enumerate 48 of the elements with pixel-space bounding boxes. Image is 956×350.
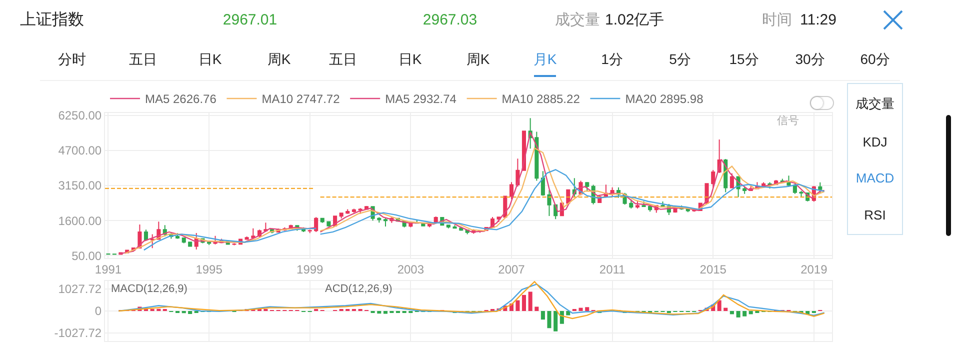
text: 日K [198, 51, 222, 69]
text: 1分 [601, 51, 623, 69]
x-tick-label: 1991 [94, 262, 122, 276]
y-tick-label: 4700.00 [58, 144, 102, 158]
text: 30分 [795, 51, 825, 69]
text: 上证指数 [20, 10, 84, 30]
text: 周K [466, 51, 490, 69]
text: 时间 [762, 10, 792, 30]
text: 五日 [329, 51, 357, 69]
x-tick-label: 1999 [296, 262, 324, 276]
annotation: 信号 [777, 115, 799, 127]
y-tick-label: 1600.00 [58, 214, 102, 228]
y-tick-label: 1027.72 [58, 282, 102, 296]
legend-label: MA5 2626.76 [145, 92, 217, 106]
legend-label: MA10 2747.72 [262, 92, 340, 106]
x-tick-label: 1995 [196, 262, 223, 276]
legend-label: MA10 2885.22 [502, 92, 580, 106]
y-tick-label: 6250.00 [58, 108, 102, 122]
text: 2967.01 [222, 12, 278, 28]
text: 2967.03 [422, 12, 478, 28]
y-tick-label: 0 [94, 304, 102, 318]
y-tick-label: 50.00 [72, 248, 102, 263]
legend-label: MA5 2932.74 [385, 92, 457, 106]
x-tick-label: 2019 [800, 262, 828, 276]
legend-label: MA20 2895.98 [625, 92, 704, 106]
text: 60分 [860, 51, 890, 69]
text: KDJ [862, 134, 888, 150]
text: 5分 [669, 51, 691, 69]
y-tick-label: 3150.00 [58, 178, 102, 193]
annotation: MACD(12,26,9) [111, 283, 188, 295]
x-tick-label: 2003 [397, 262, 424, 276]
text: 11:29 [800, 12, 836, 28]
text: 周K [267, 51, 291, 69]
text: 成交量 [856, 95, 894, 113]
text: 分时 [58, 51, 86, 69]
x-tick-label: 2011 [599, 262, 626, 276]
text: MACD [856, 170, 894, 186]
y-tick-label: -1027.72 [54, 326, 102, 340]
text: 成交量 [555, 10, 600, 30]
text: 1.02亿手 [605, 10, 664, 30]
text: 15分 [729, 51, 759, 69]
text: 五日 [129, 51, 157, 69]
annotation: ACD(12,26,9) [325, 283, 392, 295]
x-tick-label: 2015 [700, 262, 727, 276]
x-tick-label: 2007 [498, 262, 526, 276]
text: 日K [398, 51, 422, 69]
text: RSI [864, 208, 886, 222]
text: 月K [533, 51, 557, 69]
